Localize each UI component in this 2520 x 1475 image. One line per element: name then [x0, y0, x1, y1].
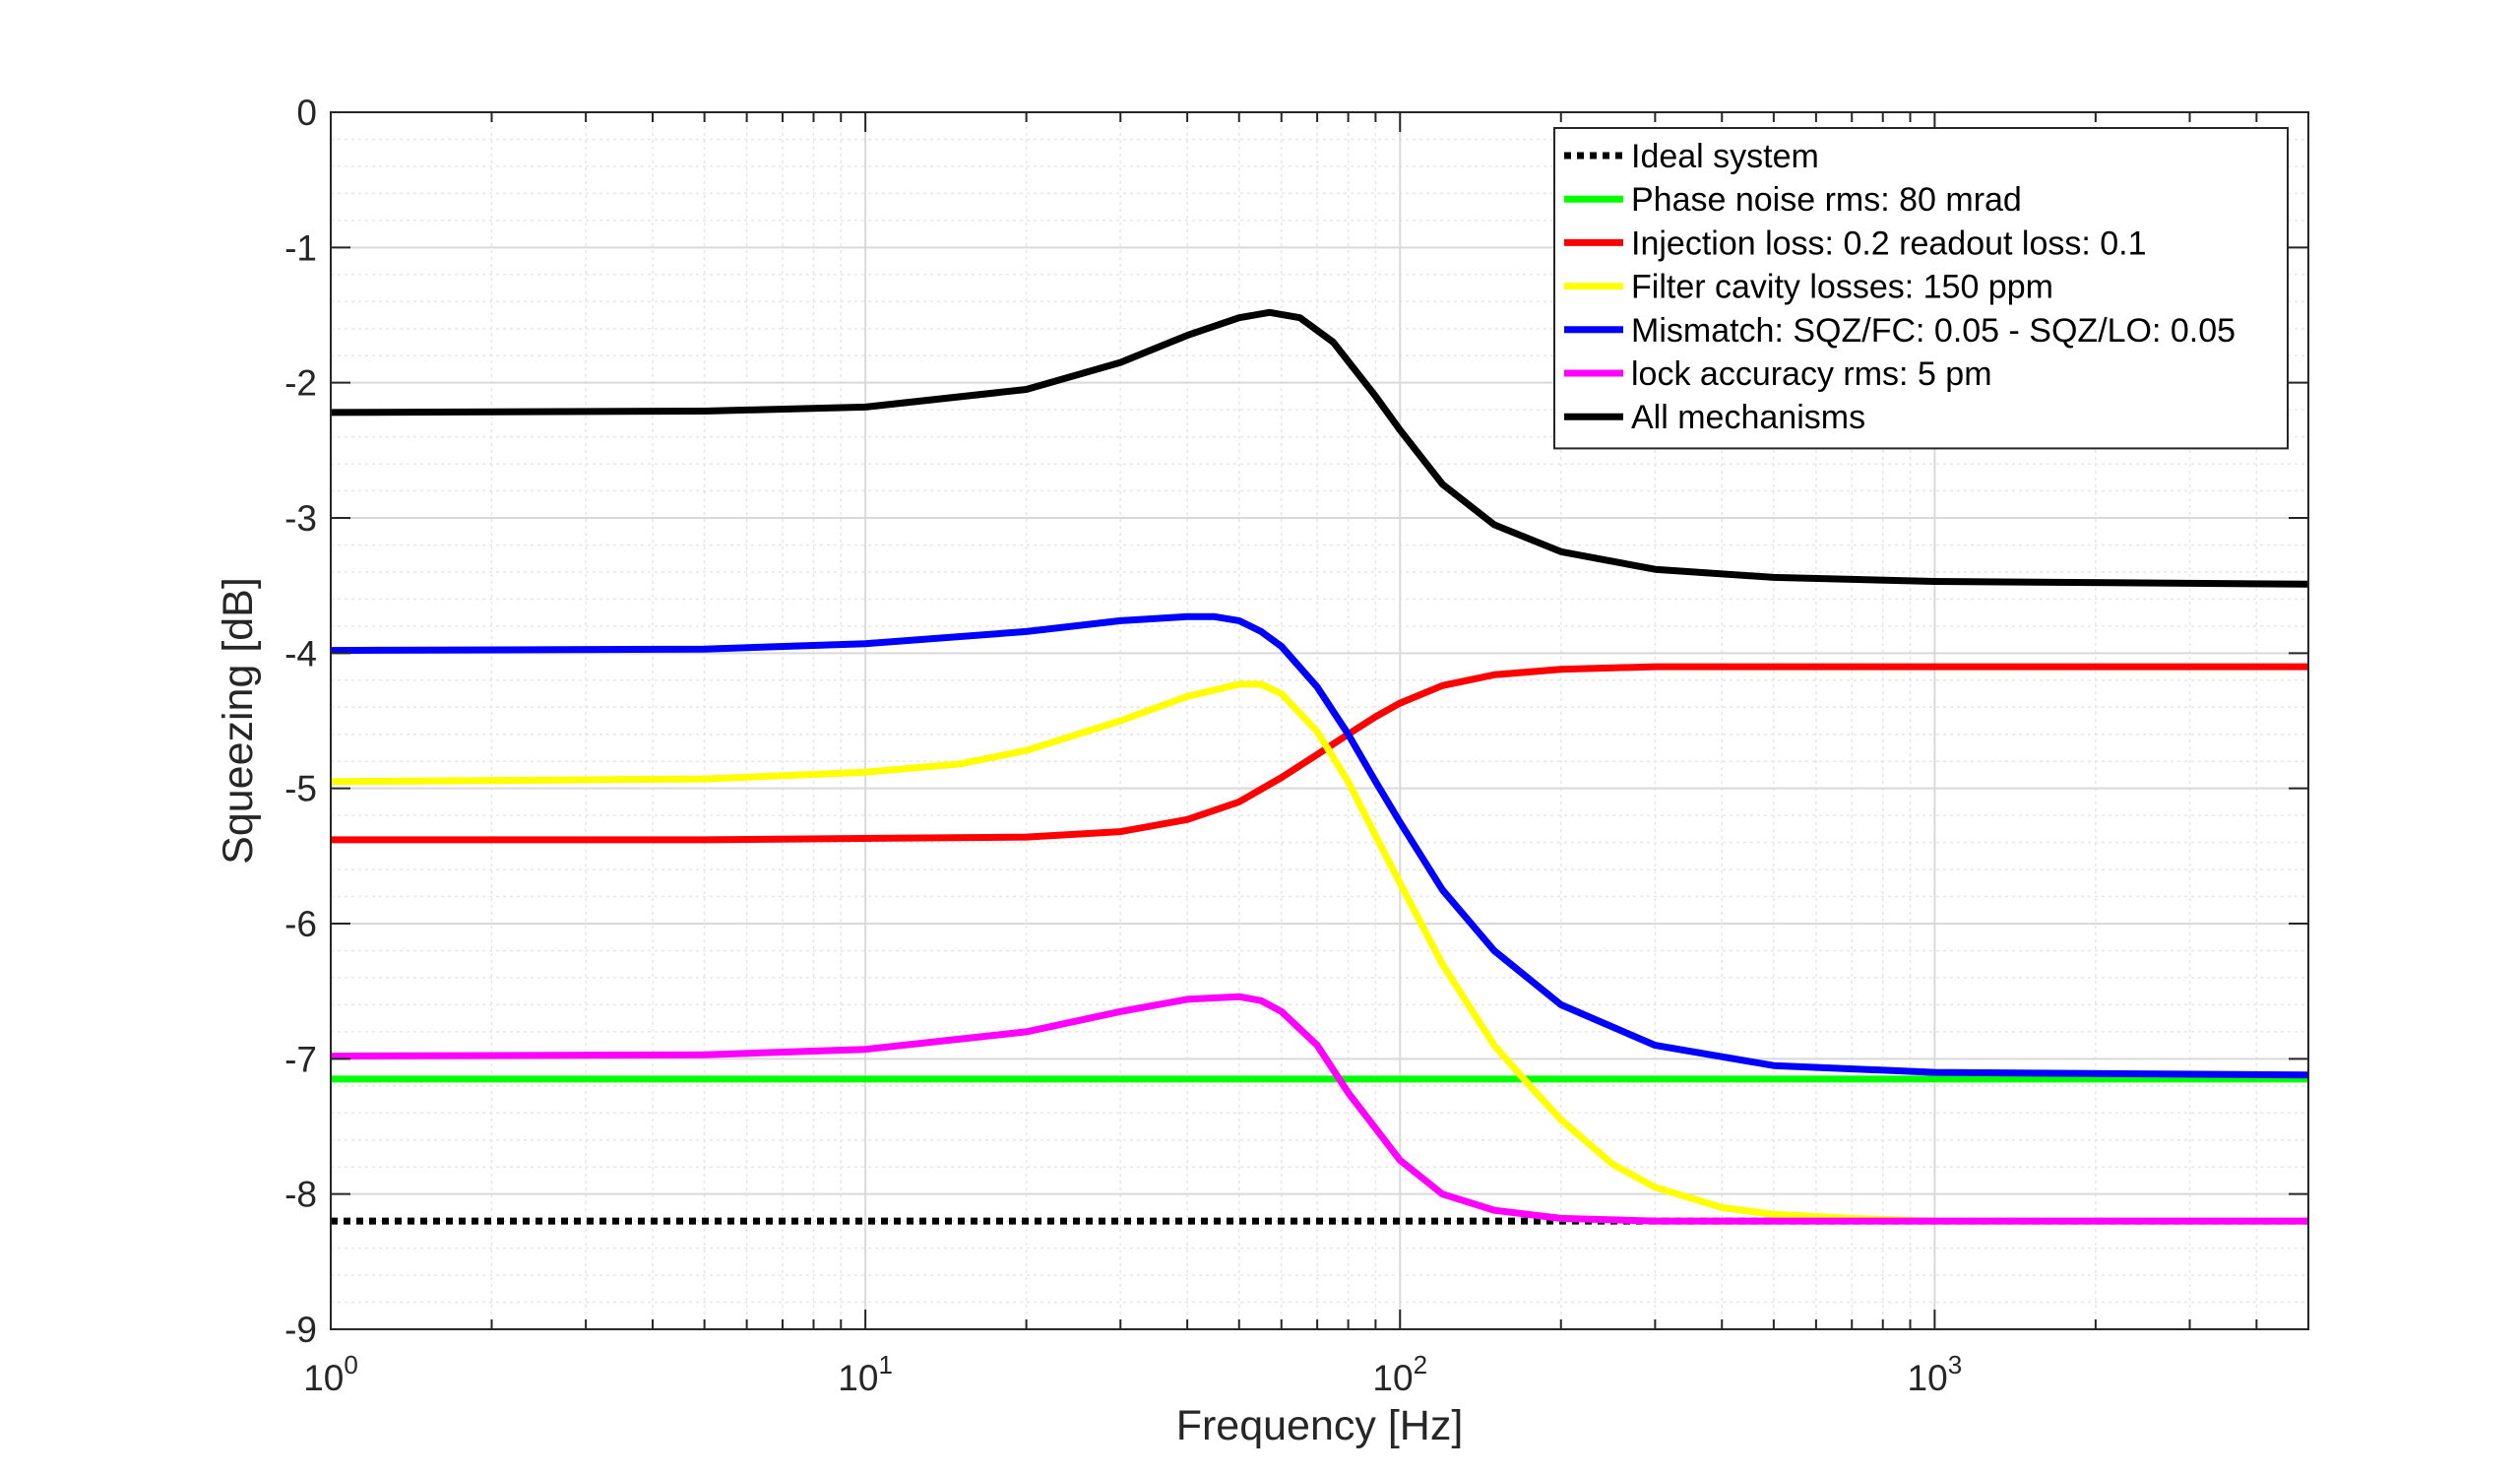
- x-tick-label: 100: [303, 1350, 358, 1398]
- x-tick-exponent: 2: [1414, 1350, 1427, 1379]
- series-line-6: [330, 308, 2309, 588]
- legend-label: lock accuracy rms: 5 pm: [1631, 355, 1992, 393]
- x-tick-label: 102: [1372, 1350, 1427, 1398]
- legend-label: Injection loss: 0.2 readout loss: 0.1: [1631, 224, 2147, 262]
- x-tick-base: 10: [1372, 1358, 1413, 1398]
- y-tick-label: -8: [284, 1175, 317, 1215]
- x-tick-label: 101: [838, 1350, 893, 1398]
- series-line-5: [330, 993, 2308, 1225]
- y-tick-label: -1: [284, 227, 317, 268]
- y-tick-label: -3: [284, 498, 317, 539]
- legend-box: [1553, 127, 2289, 450]
- legend-label: Mismatch: SQZ/FC: 0.05 - SQZ/LO: 0.05: [1631, 312, 2236, 350]
- y-tick-label: -2: [284, 363, 317, 404]
- x-tick-base: 10: [838, 1358, 878, 1398]
- y-axis-title: Squeezing [dB]: [215, 577, 262, 865]
- plot-frame: [330, 111, 2309, 1330]
- series-line-3: [330, 680, 2308, 1225]
- x-tick-exponent: 3: [1948, 1350, 1962, 1379]
- x-tick-exponent: 1: [878, 1350, 892, 1379]
- legend-label: Filter cavity losses: 150 ppm: [1631, 269, 2053, 306]
- x-tick-base: 10: [1908, 1358, 1948, 1398]
- axis-ticks: [330, 111, 2309, 1330]
- y-tick-label: -4: [284, 633, 317, 673]
- x-tick-base: 10: [303, 1358, 344, 1398]
- y-tick-label: -6: [284, 904, 317, 944]
- x-tick-labels: 100 101 102 103: [303, 1350, 1962, 1398]
- x-axis-title: Frequency [Hz]: [1176, 1402, 1464, 1449]
- y-tick-labels: 0 -1 -2 -3 -4 -5 -6 -7 -8 -9: [284, 93, 317, 1350]
- series-line-2: [331, 663, 2308, 844]
- legend-label: Ideal system: [1631, 138, 1819, 175]
- series-layer: [330, 308, 2309, 1225]
- x-tick-exponent: 0: [344, 1350, 357, 1379]
- y-tick-label: -5: [284, 769, 317, 809]
- y-tick-label: -9: [284, 1310, 317, 1350]
- legend-label: All mechanisms: [1631, 399, 1865, 436]
- series-line-4: [330, 612, 2309, 1079]
- x-tick-label: 103: [1908, 1350, 1963, 1398]
- legend-label: Phase noise rms: 80 mrad: [1631, 181, 2022, 219]
- y-tick-label: 0: [296, 93, 317, 133]
- legend: Ideal system Phase noise rms: 80 mrad Inje…: [1553, 127, 2289, 450]
- y-tick-label: -7: [284, 1039, 317, 1079]
